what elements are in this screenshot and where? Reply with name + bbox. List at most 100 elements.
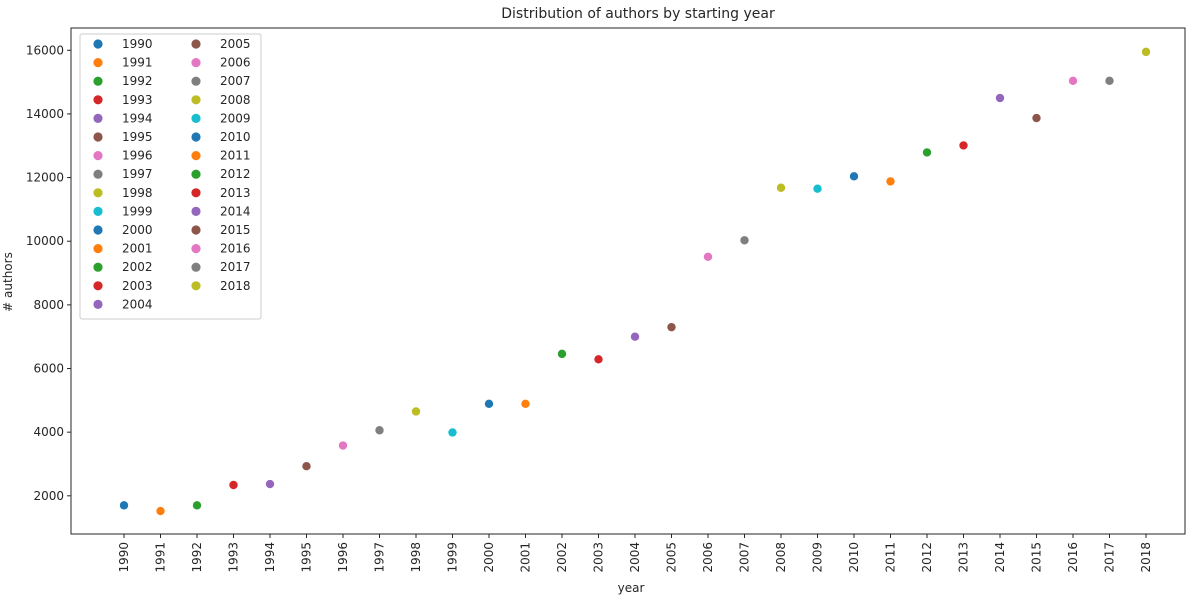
x-tick-label: 2017 xyxy=(1103,542,1117,573)
x-axis-label: year xyxy=(618,581,645,595)
data-points xyxy=(119,46,1152,517)
legend-marker xyxy=(191,262,201,272)
x-tick-label: 1997 xyxy=(373,542,387,573)
legend-marker xyxy=(191,244,201,254)
legend-label: 2009 xyxy=(220,111,251,125)
x-tick-label: 1993 xyxy=(227,542,241,573)
legend-label: 1992 xyxy=(122,74,153,88)
legend-label: 2001 xyxy=(122,242,153,256)
data-point xyxy=(776,182,787,193)
data-point xyxy=(1104,75,1115,86)
x-tick-label: 1990 xyxy=(117,542,131,573)
legend-marker xyxy=(191,58,201,68)
legend-label: 2017 xyxy=(220,260,251,274)
legend-label: 2015 xyxy=(220,223,251,237)
legend-label: 2000 xyxy=(122,223,153,237)
data-point xyxy=(520,398,531,409)
x-tick-label: 1995 xyxy=(300,542,314,573)
legend-label: 1993 xyxy=(122,93,153,107)
legend-label: 2010 xyxy=(220,130,251,144)
legend-marker xyxy=(191,281,201,291)
data-point xyxy=(703,251,714,262)
legend-label: 1991 xyxy=(122,56,153,70)
x-tick-label: 2014 xyxy=(993,542,1007,573)
legend-marker xyxy=(93,188,103,198)
legend-label: 1998 xyxy=(122,186,153,200)
x-tick-label: 2003 xyxy=(592,542,606,573)
x-tick-label: 2002 xyxy=(555,542,569,573)
legend-marker xyxy=(93,299,103,309)
legend-label: 2003 xyxy=(122,279,153,293)
legend-marker xyxy=(93,169,103,179)
data-point xyxy=(1068,75,1079,86)
legend-marker xyxy=(93,95,103,105)
y-tick-label: 6000 xyxy=(33,362,64,376)
data-point xyxy=(337,440,348,451)
legend-label: 2016 xyxy=(220,242,251,256)
chart-title: Distribution of authors by starting year xyxy=(501,6,775,22)
y-tick-label: 2000 xyxy=(33,489,64,503)
x-tick-label: 2001 xyxy=(519,542,533,573)
x-tick-label: 1992 xyxy=(190,542,204,573)
legend-label: 1995 xyxy=(122,130,153,144)
x-tick-label: 1991 xyxy=(154,542,168,573)
data-point xyxy=(666,322,677,333)
legend-marker xyxy=(93,132,103,142)
data-point xyxy=(849,171,860,182)
plot-frame xyxy=(70,27,1186,535)
x-tick-label: 2004 xyxy=(628,542,642,573)
legend-label: 2005 xyxy=(220,37,251,51)
data-point xyxy=(119,500,130,511)
data-point xyxy=(593,354,604,365)
legend-label: 1999 xyxy=(122,204,153,218)
data-point xyxy=(264,479,275,490)
legend-marker xyxy=(93,262,103,272)
x-tick-label: 2000 xyxy=(482,542,496,573)
data-point xyxy=(557,348,568,359)
legend-marker xyxy=(93,113,103,123)
x-tick-label: 1999 xyxy=(446,542,460,573)
legend-marker xyxy=(93,206,103,216)
data-point xyxy=(447,427,458,438)
legend-label: 1997 xyxy=(122,167,153,181)
x-tick-label: 2016 xyxy=(1066,542,1080,573)
data-point xyxy=(483,398,494,409)
data-point xyxy=(228,479,239,490)
legend-label: 2013 xyxy=(220,186,251,200)
legend-label: 1996 xyxy=(122,149,153,163)
legend-label: 2018 xyxy=(220,279,251,293)
legend-marker xyxy=(191,113,201,123)
legend-label: 1994 xyxy=(122,111,153,125)
y-tick-label: 14000 xyxy=(26,107,64,121)
y-axis-label: # authors xyxy=(1,252,15,312)
x-axis: 1990 1991 1992 1993 1994 1995 1996 1997 1998 1999… xyxy=(117,534,1153,573)
data-point xyxy=(1031,113,1042,124)
legend-marker xyxy=(191,132,201,142)
legend-marker xyxy=(93,76,103,86)
legend-marker xyxy=(93,244,103,254)
x-tick-label: 1994 xyxy=(263,542,277,573)
y-tick-label: 8000 xyxy=(33,298,64,312)
x-tick-label: 2011 xyxy=(884,542,898,573)
y-tick-label: 10000 xyxy=(26,234,64,248)
legend-box xyxy=(79,33,262,320)
plot-area xyxy=(70,27,1186,535)
legend-marker xyxy=(93,58,103,68)
legend-marker xyxy=(191,76,201,86)
legend-label: 2011 xyxy=(220,149,251,163)
y-tick-label: 12000 xyxy=(26,171,64,185)
legend-marker xyxy=(191,151,201,161)
data-point xyxy=(812,183,823,194)
x-tick-label: 2010 xyxy=(847,542,861,573)
data-point xyxy=(301,461,312,472)
x-tick-label: 2005 xyxy=(665,542,679,573)
x-tick-label: 2006 xyxy=(701,542,715,573)
legend-marker xyxy=(191,206,201,216)
legend-label: 2006 xyxy=(220,56,251,70)
x-tick-label: 2013 xyxy=(957,542,971,573)
x-tick-label: 1998 xyxy=(409,542,423,573)
data-point xyxy=(630,331,641,342)
legend-marker xyxy=(93,151,103,161)
legend-label: 2014 xyxy=(220,204,251,218)
